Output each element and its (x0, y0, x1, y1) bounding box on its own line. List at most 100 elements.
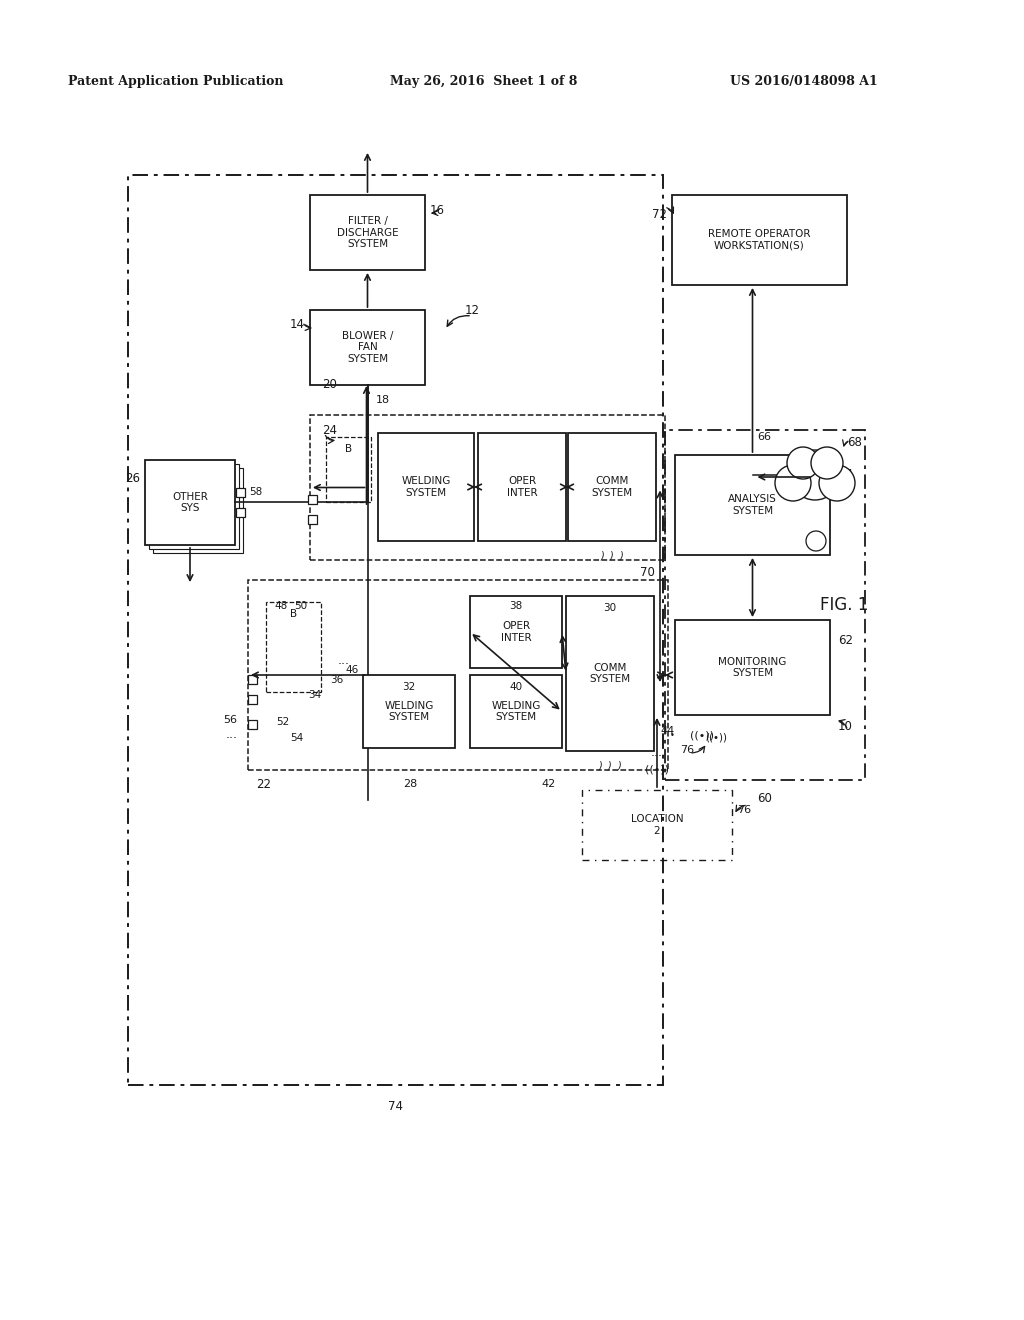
Text: CLOUD: CLOUD (798, 470, 833, 480)
Text: )  )  ): ) ) ) (600, 550, 624, 560)
Text: 54: 54 (290, 733, 303, 743)
Text: 58: 58 (249, 487, 262, 498)
Bar (566, 597, 654, 751)
Text: )  )  ): ) ) ) (598, 760, 622, 770)
Bar (308, 515, 317, 524)
Text: US 2016/0148098 A1: US 2016/0148098 A1 (730, 75, 878, 88)
Bar (568, 433, 656, 541)
Text: 30: 30 (603, 603, 616, 612)
Bar (248, 675, 257, 684)
Bar (310, 310, 425, 385)
Text: COMM
SYSTEM: COMM SYSTEM (592, 477, 633, 498)
Text: 46: 46 (345, 665, 358, 675)
Bar (665, 430, 865, 780)
Text: B: B (345, 444, 352, 454)
Text: 44: 44 (660, 726, 674, 737)
Text: 40: 40 (509, 682, 522, 692)
Bar (153, 469, 243, 553)
Text: 18: 18 (376, 395, 389, 405)
Text: ...: ... (226, 729, 238, 742)
Bar (362, 675, 455, 748)
Text: 56: 56 (223, 715, 237, 725)
Text: 50: 50 (294, 601, 307, 611)
Text: ...: ... (643, 426, 656, 440)
Text: 10: 10 (838, 721, 853, 734)
Text: 76: 76 (737, 805, 752, 814)
Bar (128, 176, 663, 1085)
Text: S: S (813, 536, 819, 546)
Text: 34: 34 (308, 690, 322, 700)
Text: 74: 74 (388, 1101, 403, 1114)
Text: BLOWER /
FAN
SYSTEM: BLOWER / FAN SYSTEM (342, 331, 393, 364)
Circle shape (806, 531, 826, 550)
Text: LOCATION
2: LOCATION 2 (631, 814, 683, 836)
Bar (326, 437, 371, 502)
Bar (150, 465, 239, 549)
Text: MONITORING
SYSTEM: MONITORING SYSTEM (718, 657, 786, 678)
Text: 26: 26 (125, 471, 140, 484)
Bar (310, 195, 425, 271)
Text: OPER
INTER: OPER INTER (501, 622, 531, 643)
Text: REMOTE OPERATOR
WORKSTATION(S): REMOTE OPERATOR WORKSTATION(S) (709, 230, 811, 251)
Text: 28: 28 (403, 779, 417, 789)
Bar (378, 433, 474, 541)
Circle shape (811, 447, 843, 479)
Bar (470, 675, 562, 748)
Bar (478, 433, 566, 541)
Text: OTHER
SYS: OTHER SYS (172, 492, 208, 513)
Text: ...: ... (338, 653, 349, 667)
Bar (248, 719, 257, 729)
Text: 72: 72 (652, 209, 667, 222)
Text: May 26, 2016  Sheet 1 of 8: May 26, 2016 Sheet 1 of 8 (390, 75, 578, 88)
Bar (675, 620, 830, 715)
Text: B: B (290, 609, 297, 619)
Text: Patent Application Publication: Patent Application Publication (68, 75, 284, 88)
Bar (248, 579, 668, 770)
Bar (470, 597, 562, 668)
Text: 52: 52 (276, 717, 289, 727)
Text: WELDING
SYSTEM: WELDING SYSTEM (384, 701, 434, 722)
Text: 24: 24 (322, 425, 337, 437)
Bar (266, 602, 321, 692)
Text: 68: 68 (847, 437, 862, 450)
Text: 66: 66 (758, 432, 771, 442)
Text: ((•)): ((•)) (690, 730, 714, 741)
Text: 38: 38 (509, 601, 522, 611)
Text: FILTER /
DISCHARGE
SYSTEM: FILTER / DISCHARGE SYSTEM (337, 216, 398, 249)
Text: 14: 14 (290, 318, 305, 331)
Text: 70: 70 (640, 566, 655, 579)
Text: ...: ... (651, 746, 663, 759)
Text: 62: 62 (838, 634, 853, 647)
Bar (310, 414, 665, 560)
Bar (145, 459, 234, 545)
Text: 32: 32 (402, 682, 416, 692)
Text: 22: 22 (256, 777, 271, 791)
Text: 42: 42 (541, 779, 555, 789)
Text: WELDING
SYSTEM: WELDING SYSTEM (401, 477, 451, 498)
Bar (308, 495, 317, 504)
Text: 16: 16 (430, 203, 445, 216)
Bar (248, 696, 257, 704)
Text: WELDING
SYSTEM: WELDING SYSTEM (492, 701, 541, 722)
Text: FIG. 1: FIG. 1 (820, 597, 868, 614)
Text: 64: 64 (838, 469, 853, 482)
Text: 60: 60 (758, 792, 772, 804)
Text: 36: 36 (330, 675, 343, 685)
Text: OPER
INTER: OPER INTER (507, 477, 538, 498)
Text: COMM
SYSTEM: COMM SYSTEM (590, 663, 631, 684)
Text: ((•)): ((•)) (645, 766, 669, 775)
Bar (672, 195, 847, 285)
Text: 20: 20 (323, 379, 337, 392)
Circle shape (790, 450, 840, 500)
Circle shape (775, 465, 811, 502)
Bar (582, 789, 732, 861)
Circle shape (787, 447, 819, 479)
Text: 12: 12 (465, 304, 480, 317)
Text: 48: 48 (274, 601, 288, 611)
Bar (236, 488, 245, 498)
Bar (675, 455, 830, 554)
Bar (236, 508, 245, 517)
Text: ANALYSIS
SYSTEM: ANALYSIS SYSTEM (728, 494, 777, 516)
Text: ((•)): ((•)) (705, 733, 727, 742)
Circle shape (819, 465, 855, 502)
